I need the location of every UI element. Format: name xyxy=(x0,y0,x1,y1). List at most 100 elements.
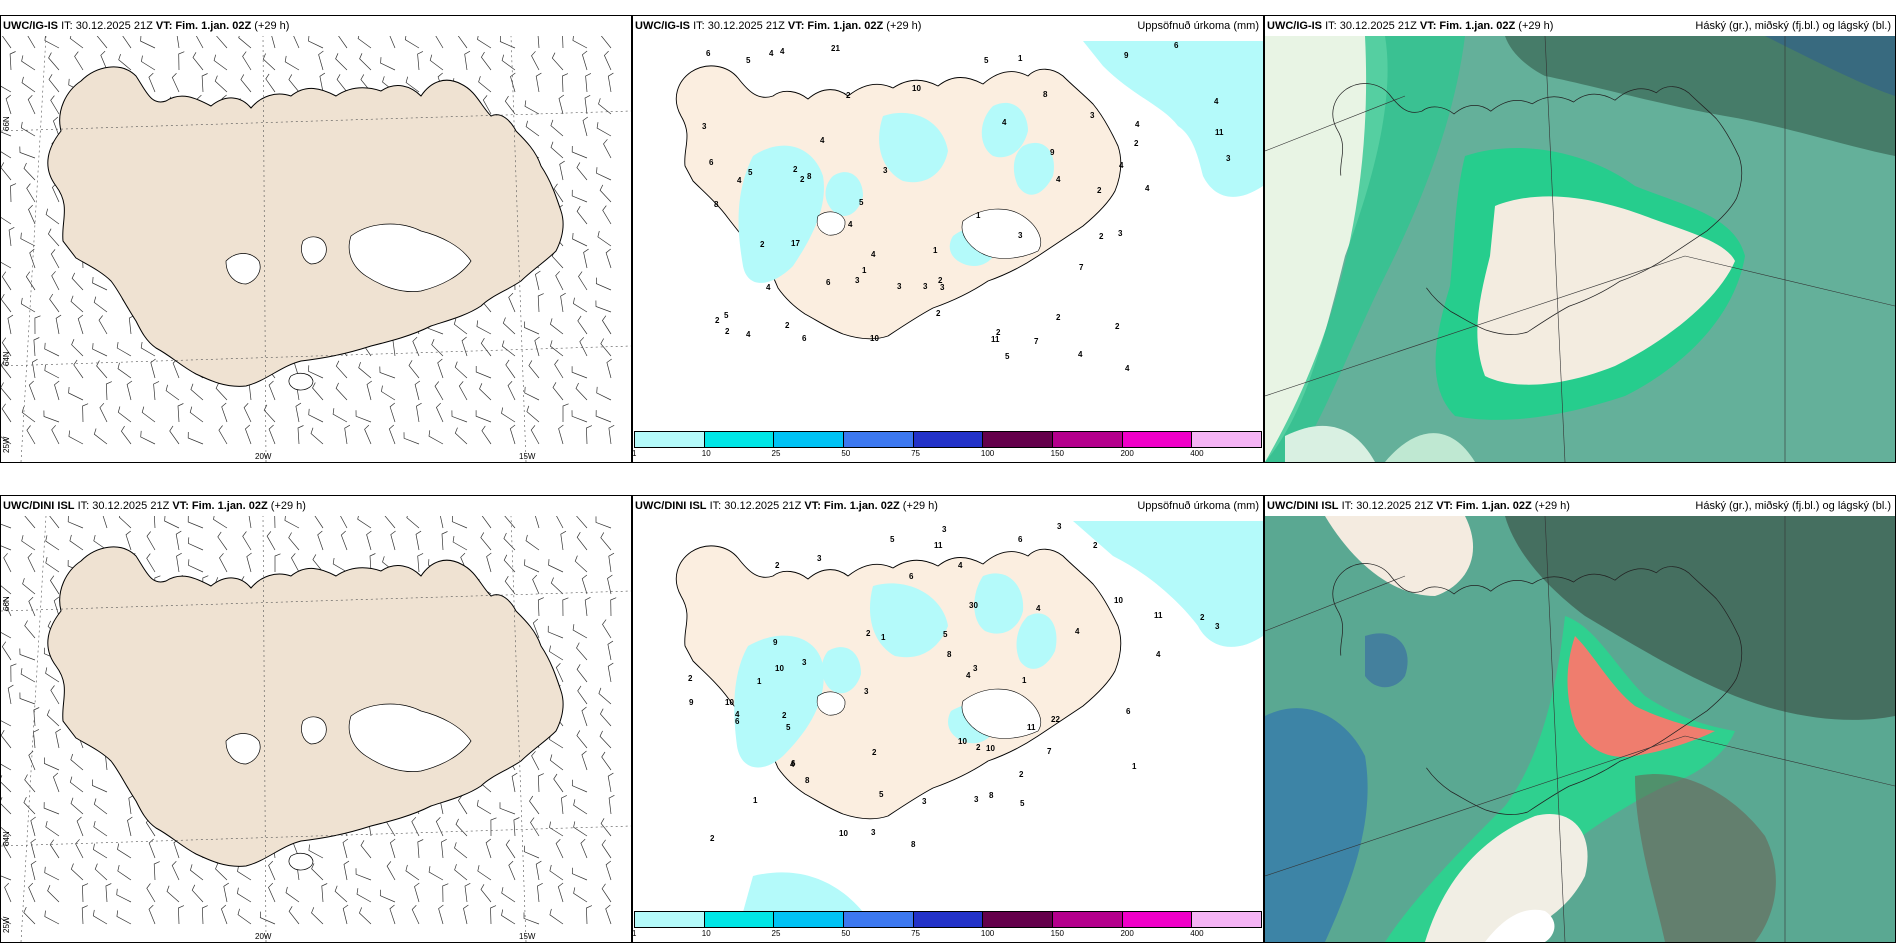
wind-barb xyxy=(220,904,228,925)
wind-barb xyxy=(553,773,564,793)
legend-boxes xyxy=(634,911,1262,928)
precip-value: 1 xyxy=(862,266,867,275)
wind-barb xyxy=(607,640,614,661)
wind-barb xyxy=(389,904,396,925)
panel-header: UWC/IG-IS IT: 30.12.2025 21Z VT: Fim. 1.… xyxy=(633,16,1263,36)
wind-barb xyxy=(414,380,421,401)
wind-barb xyxy=(581,750,588,771)
wind-barb xyxy=(45,535,60,551)
wind-barb xyxy=(178,905,185,925)
wind-barb xyxy=(268,882,276,903)
wind-barb xyxy=(584,94,591,115)
wind-barb xyxy=(558,424,564,445)
wind-barb xyxy=(7,684,14,705)
wind-barb xyxy=(146,883,156,903)
wind-barb xyxy=(576,206,588,225)
wind-barb xyxy=(577,685,588,705)
wind-barb xyxy=(1,294,12,313)
iceland-land xyxy=(47,66,564,387)
wind-barb xyxy=(117,362,132,379)
precip-value: 2 xyxy=(1115,322,1120,331)
wind-barb xyxy=(191,884,204,903)
legend-tick-label: 150 xyxy=(1050,929,1065,938)
precip-values: 1231023561141037485243511638546302298810… xyxy=(688,522,1220,849)
wind-barb xyxy=(602,619,612,639)
precip-legend: 1 10 25 50 75 100 150 200 400 xyxy=(633,911,1262,941)
lon-label: 15W xyxy=(519,932,536,941)
precip-value: 6 xyxy=(709,158,714,167)
wind-barb xyxy=(34,315,41,335)
wind-barb xyxy=(9,51,16,71)
wind-barb xyxy=(573,887,588,903)
wind-barb xyxy=(338,36,348,49)
wind-barb xyxy=(310,427,324,445)
wind-barb xyxy=(43,410,60,423)
wind-barb xyxy=(213,54,228,71)
wind-barb xyxy=(435,36,444,49)
wind-barb xyxy=(535,516,540,529)
wind-barb xyxy=(54,380,60,401)
wind-barb xyxy=(148,838,156,859)
wind-barb xyxy=(74,51,84,71)
wind-barb xyxy=(116,342,132,357)
wind-barb xyxy=(140,341,156,357)
wind-barb xyxy=(457,795,468,815)
wind-barb xyxy=(601,315,612,335)
wind-barb xyxy=(248,516,252,529)
wind-barb xyxy=(196,36,204,49)
wind-barb xyxy=(580,838,588,859)
precip-value: 4 xyxy=(780,47,785,56)
wind-barb xyxy=(1,85,12,93)
precip-value: 8 xyxy=(714,200,719,209)
wind-barb xyxy=(26,183,36,203)
precip-value: 6 xyxy=(826,278,831,287)
wind-barb xyxy=(21,55,36,71)
wind-barb xyxy=(52,116,60,137)
precip-value: 2 xyxy=(1019,770,1024,779)
valid-time: VT: Fim. 1.jan. 02Z xyxy=(1419,20,1516,32)
wind-barb xyxy=(549,864,564,881)
wind-barb xyxy=(293,36,300,49)
precip-value: 6 xyxy=(791,759,796,768)
wind-barb xyxy=(148,72,156,93)
wind-barb xyxy=(146,553,156,573)
wind-barb xyxy=(577,315,588,335)
wind-barb xyxy=(22,578,36,595)
wind-barb xyxy=(28,750,36,771)
wind-barb xyxy=(223,882,229,903)
lon-label: 20W xyxy=(255,452,272,461)
wind-barb xyxy=(451,410,468,423)
legend-color-box xyxy=(1122,432,1193,447)
wind-barb xyxy=(20,297,36,313)
wind-barb xyxy=(440,516,444,529)
wind-barb xyxy=(55,728,61,749)
precip-value: 5 xyxy=(890,535,895,544)
wind-barb xyxy=(463,904,469,925)
precip-value: 1 xyxy=(1132,762,1137,771)
wind-barb xyxy=(602,205,612,225)
wind-barb xyxy=(243,402,252,423)
precip-value: 2 xyxy=(936,309,941,318)
graticule xyxy=(1,516,631,942)
wind-barb xyxy=(30,860,37,881)
wind-barb xyxy=(388,424,396,445)
wind-barb xyxy=(389,402,396,423)
lead-time: (+29 h) xyxy=(270,500,306,512)
wind-barb xyxy=(599,730,612,749)
wind-barb xyxy=(549,645,564,661)
wind-barb xyxy=(534,336,540,357)
wind-barb xyxy=(562,597,569,617)
wind-barb xyxy=(510,72,516,93)
wind-barb xyxy=(10,183,17,203)
wind-barb xyxy=(215,863,228,881)
wind-barb xyxy=(599,708,612,727)
wind-barb xyxy=(386,861,396,881)
precip-value: 4 xyxy=(820,136,825,145)
wind-barb xyxy=(585,73,592,93)
wind-barb xyxy=(453,318,468,335)
precip-value: 4 xyxy=(735,710,740,719)
wind-barb xyxy=(76,816,84,837)
wind-barb xyxy=(513,817,520,837)
wind-barb xyxy=(576,532,588,551)
precip-map: 1 2 4 3 2 3 4 3 2 4 5 6 4 5 2 1 3 4 3 8 7 6 4 11 5 4 2 1 3 4 3 6 5 4 17 10 8… xyxy=(633,36,1263,432)
